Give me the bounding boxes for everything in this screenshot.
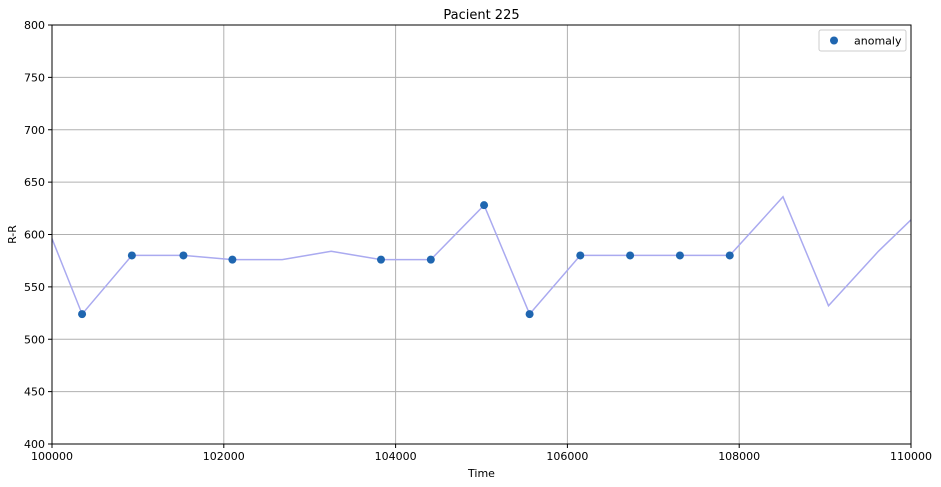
- anomaly-point: [576, 251, 585, 260]
- x-axis-label: Time: [467, 467, 495, 480]
- anomaly-point: [426, 255, 435, 264]
- y-axis-label: R-R: [6, 225, 19, 244]
- y-tick-label: 550: [24, 281, 45, 294]
- x-tick-label: 100000: [31, 450, 73, 463]
- anomaly-point: [480, 201, 489, 210]
- x-tick-label: 106000: [546, 450, 588, 463]
- anomaly-point: [725, 251, 734, 260]
- y-tick-label: 650: [24, 176, 45, 189]
- anomaly-point: [228, 255, 237, 264]
- x-tick-label: 102000: [203, 450, 245, 463]
- x-tick-label: 104000: [375, 450, 417, 463]
- anomaly-point: [376, 255, 385, 264]
- anomaly-point: [626, 251, 635, 260]
- x-tick-label: 110000: [890, 450, 932, 463]
- anomaly-points: [78, 201, 734, 319]
- legend-label-anomaly: anomaly: [854, 35, 902, 48]
- anomaly-point: [78, 310, 87, 319]
- y-tick-label: 450: [24, 386, 45, 399]
- x-tick-label: 108000: [718, 450, 760, 463]
- chart-title: Pacient 225: [443, 8, 519, 23]
- y-tick-label: 800: [24, 19, 45, 32]
- legend: anomaly: [818, 29, 907, 52]
- anomaly-point: [127, 251, 136, 260]
- y-tick-label: 600: [24, 229, 45, 242]
- y-tick-label: 700: [24, 124, 45, 137]
- legend-marker-anomaly: [830, 36, 838, 45]
- anomaly-point: [525, 310, 534, 319]
- gridlines: [51, 24, 912, 445]
- y-tick-label: 400: [24, 438, 45, 451]
- y-tick-label: 750: [24, 71, 45, 84]
- y-axis-ticks: 400 450 500 550 600 650 700 750 800: [24, 19, 52, 451]
- legend-box: [818, 29, 907, 52]
- anomaly-point: [675, 251, 684, 260]
- anomaly-point: [179, 251, 188, 260]
- y-tick-label: 500: [24, 333, 45, 346]
- x-axis-ticks: 100000 102000 104000 106000 108000 110000: [31, 444, 932, 463]
